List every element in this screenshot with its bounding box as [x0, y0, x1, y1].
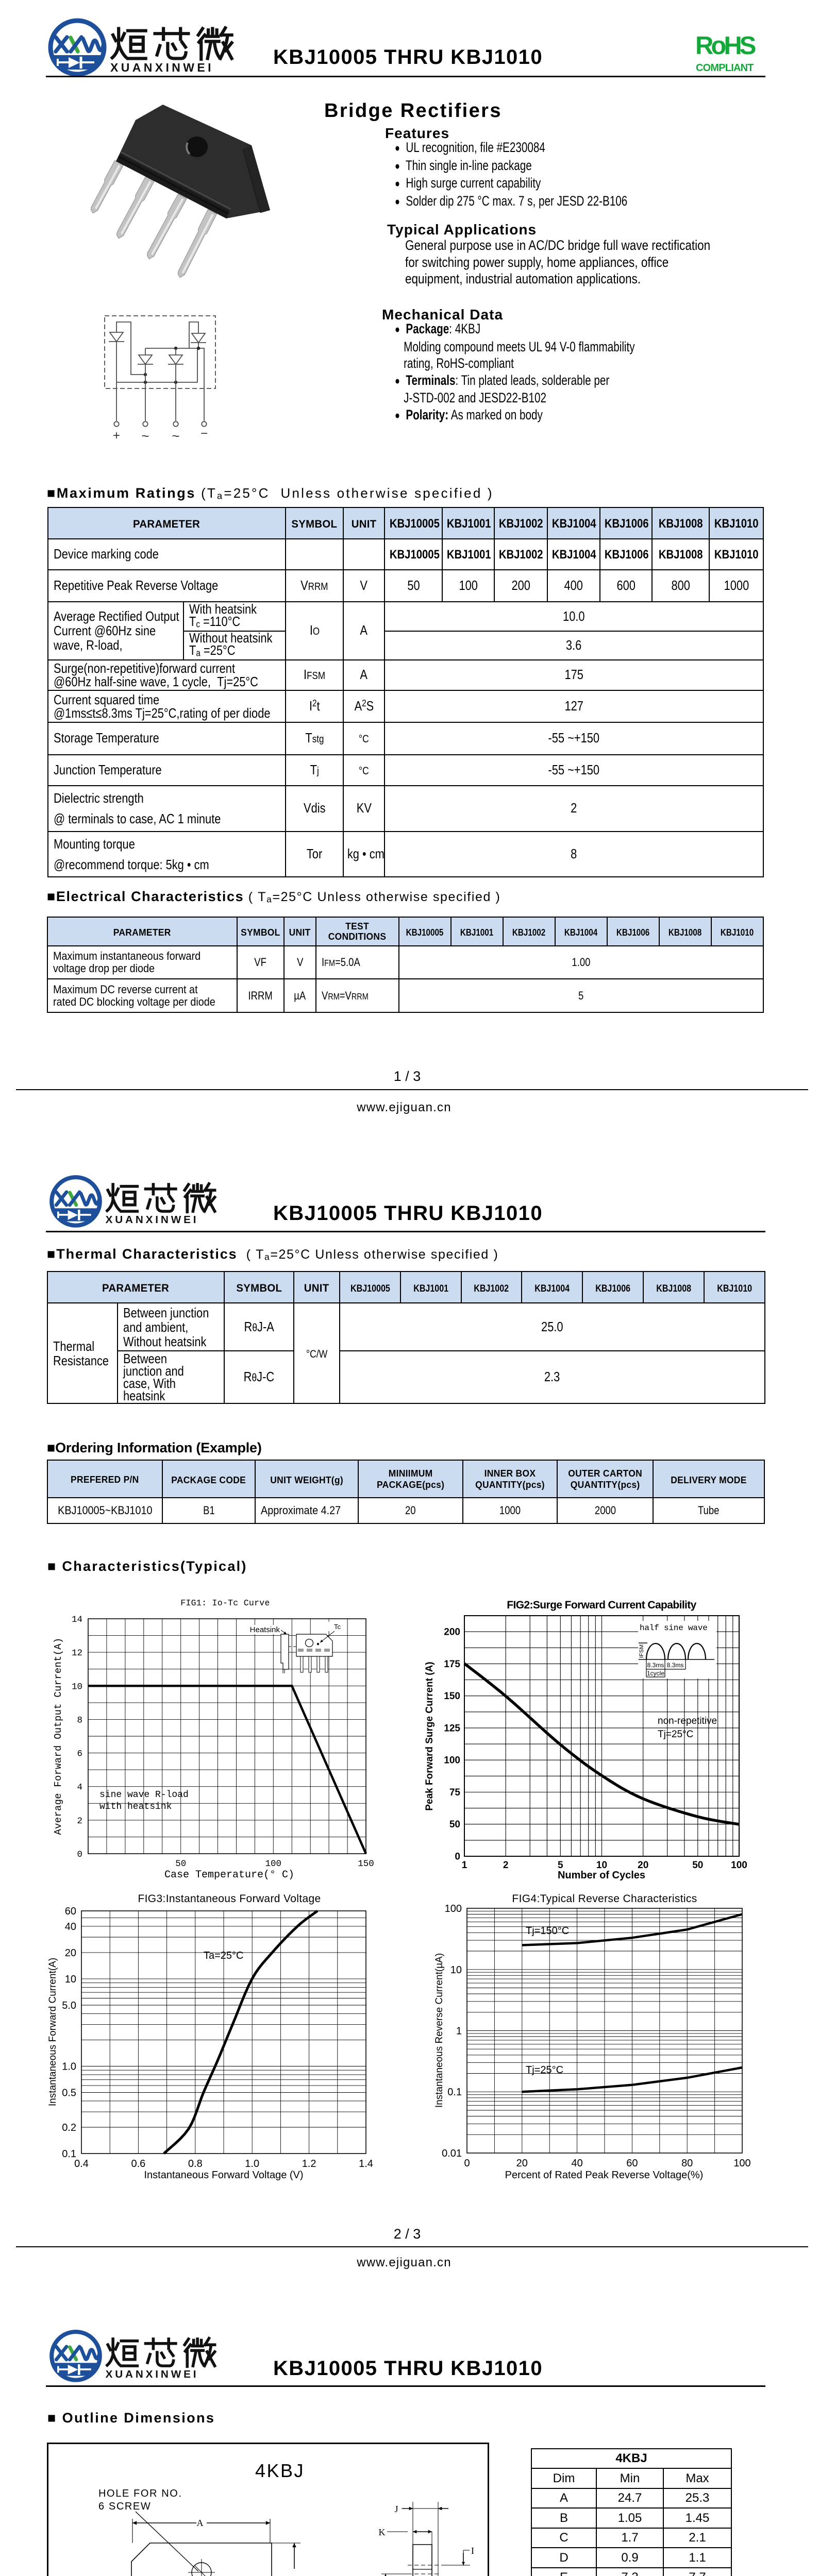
svg-text:XUANXINWEI: XUANXINWEI	[110, 61, 214, 74]
svg-text:K: K	[379, 2527, 386, 2537]
svg-text:Case Temperature(° C): Case Temperature(° C)	[164, 1869, 294, 1881]
svg-text:XUANXINWEI: XUANXINWEI	[106, 2368, 199, 2380]
svg-text:1.0: 1.0	[245, 2158, 259, 2170]
svg-text:Number of Cycles: Number of Cycles	[558, 1870, 645, 1881]
svg-text:Tj=25°C: Tj=25°C	[658, 1729, 693, 1740]
svg-text:1.2: 1.2	[302, 2158, 316, 2170]
svg-text:HOLE FOR NO.: HOLE FOR NO.	[98, 2488, 182, 2499]
svg-text:Tj=150°C: Tj=150°C	[526, 1925, 569, 1937]
svg-text:Heatsink: Heatsink	[250, 1625, 280, 1634]
svg-text:50: 50	[175, 1859, 186, 1869]
svg-text:100: 100	[445, 1903, 462, 1914]
svg-text:100: 100	[731, 1860, 747, 1871]
svg-text:0.1: 0.1	[62, 2148, 76, 2160]
svg-text:60: 60	[65, 1906, 76, 1917]
svg-text:10: 10	[72, 1682, 82, 1692]
svg-text:Ta=25°C: Ta=25°C	[204, 1950, 244, 1961]
svg-text:40: 40	[65, 1921, 76, 1933]
svg-text:~: ~	[141, 428, 149, 444]
svg-text:~: ~	[172, 428, 179, 444]
svg-text:175: 175	[444, 1659, 460, 1670]
svg-text:75: 75	[449, 1787, 461, 1798]
svg-text:125: 125	[444, 1723, 460, 1734]
svg-text:half sine wave: half sine wave	[640, 1623, 708, 1633]
svg-text:2: 2	[503, 1860, 509, 1871]
svg-text:60: 60	[626, 2158, 638, 2169]
svg-text:Tc: Tc	[334, 1623, 341, 1631]
svg-text:0.2: 0.2	[62, 2122, 76, 2133]
svg-text:8.3ms: 8.3ms	[647, 1662, 664, 1669]
svg-text:20: 20	[516, 2158, 528, 2169]
svg-text:150: 150	[444, 1691, 460, 1702]
svg-text:Peak Forward Surge Current (A): Peak Forward Surge Current (A)	[424, 1662, 435, 1810]
svg-text:FIG1: Io-Tc Curve: FIG1: Io-Tc Curve	[180, 1598, 270, 1608]
svg-text:10: 10	[65, 1974, 76, 1985]
svg-text:FIG3:Instantaneous Forward Vol: FIG3:Instantaneous Forward Voltage	[138, 1893, 321, 1905]
svg-text:40: 40	[571, 2158, 582, 2169]
svg-text:50: 50	[449, 1819, 460, 1830]
svg-text:XUANXINWEI: XUANXINWEI	[106, 1214, 199, 1226]
svg-text:6: 6	[77, 1749, 82, 1759]
svg-text:+: +	[113, 429, 120, 443]
svg-text:0.6: 0.6	[131, 2158, 145, 2170]
svg-text:5: 5	[558, 1860, 563, 1871]
svg-text:20: 20	[638, 1860, 648, 1871]
svg-text:1.4: 1.4	[359, 2158, 373, 2170]
svg-text:FIG2:Surge Forward Current Cap: FIG2:Surge Forward Current Capability	[507, 1599, 696, 1611]
svg-text:150: 150	[358, 1859, 374, 1869]
svg-text:1: 1	[462, 1860, 467, 1871]
svg-text:A: A	[197, 2518, 204, 2528]
svg-text:Percent of Rated Peak Reverse: Percent of Rated Peak Reverse Voltage(%)	[505, 2170, 704, 2181]
svg-text:0.1: 0.1	[447, 2087, 462, 2098]
svg-text:1.0: 1.0	[62, 2061, 76, 2073]
svg-text:J: J	[394, 2504, 398, 2514]
svg-text:2: 2	[77, 1816, 82, 1826]
svg-text:0: 0	[77, 1850, 82, 1860]
svg-text:0.8: 0.8	[188, 2158, 203, 2170]
svg-text:−: −	[200, 427, 208, 440]
svg-text:IFSM: IFSM	[639, 1645, 645, 1658]
svg-text:FIG4:Typical Reverse Character: FIG4:Typical Reverse Characteristics	[512, 1893, 697, 1905]
svg-text:I: I	[471, 2546, 474, 2556]
svg-text:0.5: 0.5	[62, 2088, 76, 2099]
svg-text:Tj=25°C: Tj=25°C	[526, 2064, 563, 2076]
svg-text:14: 14	[72, 1615, 82, 1625]
svg-text:6 SCREW: 6 SCREW	[98, 2501, 151, 2512]
svg-text:4KBJ: 4KBJ	[255, 2460, 305, 2481]
svg-text:1cycle: 1cycle	[647, 1670, 664, 1677]
svg-text:8.3ms: 8.3ms	[667, 1662, 684, 1669]
svg-text:sine wave R-load: sine wave R-load	[99, 1790, 189, 1800]
svg-text:Instantaneous Forward Voltage: Instantaneous Forward Voltage (V)	[144, 2170, 303, 2181]
svg-text:Instantaneous Reverse Current(: Instantaneous Reverse Current(µA)	[434, 1953, 445, 2108]
svg-text:100: 100	[444, 1755, 460, 1766]
svg-text:8: 8	[77, 1715, 82, 1725]
svg-text:20: 20	[65, 1947, 76, 1959]
svg-text:with heatsink: with heatsink	[99, 1802, 172, 1812]
svg-text:10: 10	[450, 1964, 462, 1976]
svg-text:0.01: 0.01	[442, 2148, 462, 2159]
svg-text:1: 1	[456, 2026, 462, 2037]
svg-text:4: 4	[77, 1783, 82, 1793]
svg-text:50: 50	[692, 1860, 703, 1871]
svg-text:200: 200	[444, 1627, 460, 1638]
svg-text:Instantaneous Forward Current(: Instantaneous Forward Current(A)	[47, 1958, 58, 2106]
svg-text:0: 0	[464, 2158, 470, 2169]
svg-text:0: 0	[455, 1852, 460, 1862]
svg-text:0.4: 0.4	[74, 2158, 89, 2170]
svg-text:5.0: 5.0	[62, 2000, 76, 2011]
svg-text:100: 100	[733, 2158, 750, 2169]
svg-text:Average Forward Output Current: Average Forward Output Current(A)	[53, 1638, 64, 1835]
svg-text:80: 80	[681, 2158, 693, 2169]
svg-text:10: 10	[596, 1860, 607, 1871]
svg-text:non-repetitive: non-repetitive	[658, 1716, 717, 1726]
svg-text:100: 100	[265, 1859, 282, 1869]
svg-text:12: 12	[72, 1648, 82, 1658]
